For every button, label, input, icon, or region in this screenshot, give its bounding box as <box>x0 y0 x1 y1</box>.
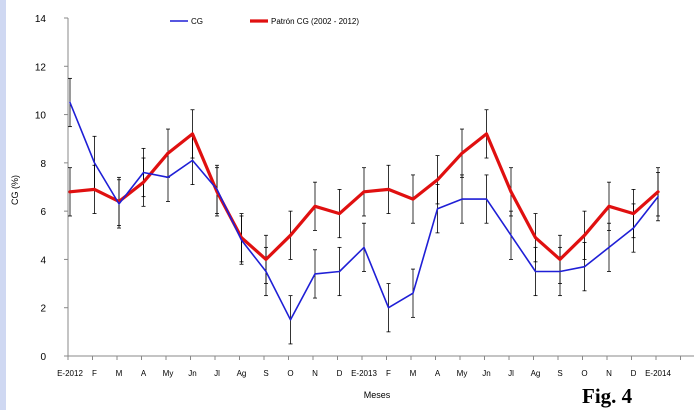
x-tick-label: Jl <box>214 369 220 378</box>
x-tick-label: M <box>116 369 123 378</box>
series-lines <box>68 101 660 321</box>
x-tick-label: S <box>263 369 268 378</box>
series-line-patron <box>68 132 660 261</box>
x-tick-label: A <box>435 369 441 378</box>
series-line-cg <box>69 101 659 321</box>
x-tick-label: N <box>312 369 318 378</box>
x-tick-label: O <box>287 369 293 378</box>
y-tick-label: 8 <box>40 159 46 170</box>
x-tick-label: F <box>386 369 391 378</box>
x-axis-ticks: E-2012 F M A My Jn Jl Ag S O N D E-2013 F M A My Jn Jl Ag S O… <box>57 356 681 378</box>
x-tick-label: D <box>337 369 343 378</box>
y-axis-ticks: 0 2 4 6 8 10 12 14 <box>35 14 68 363</box>
chart-axes <box>67 18 694 357</box>
y-axis-title: CG (%) <box>10 175 20 205</box>
x-tick-label: E-2014 <box>645 369 671 378</box>
left-edge-strip <box>0 0 6 410</box>
x-tick-label: Jn <box>188 369 196 378</box>
legend-label: Patrón CG (2002 - 2012) <box>271 17 359 26</box>
x-tick-label: Jn <box>482 369 490 378</box>
y-tick-label: 2 <box>40 304 46 315</box>
x-tick-label: My <box>457 369 468 378</box>
y-tick-label: 10 <box>35 111 47 122</box>
x-axis-title: Meses <box>364 390 391 400</box>
x-tick-label: M <box>410 369 417 378</box>
figure-label: Fig. 4 <box>582 384 633 408</box>
x-tick-label: D <box>631 369 637 378</box>
legend-label: CG <box>191 17 203 26</box>
x-tick-label: A <box>141 369 147 378</box>
error-bars <box>68 77 660 345</box>
y-tick-label: 4 <box>40 255 46 266</box>
x-tick-label: E-2013 <box>351 369 377 378</box>
x-tick-label: F <box>92 369 97 378</box>
y-tick-label: 14 <box>35 14 47 25</box>
y-tick-label: 0 <box>40 352 46 363</box>
legend: CG Patrón CG (2002 - 2012) <box>170 17 359 26</box>
x-tick-label: Ag <box>531 369 541 378</box>
x-tick-label: Jl <box>508 369 514 378</box>
x-tick-label: E-2012 <box>57 369 83 378</box>
y-tick-label: 12 <box>35 62 47 73</box>
x-tick-label: O <box>581 369 587 378</box>
y-tick-label: 6 <box>40 207 46 218</box>
x-tick-label: N <box>606 369 612 378</box>
x-tick-label: Ag <box>237 369 247 378</box>
x-tick-label: S <box>557 369 562 378</box>
x-tick-label: My <box>163 369 174 378</box>
